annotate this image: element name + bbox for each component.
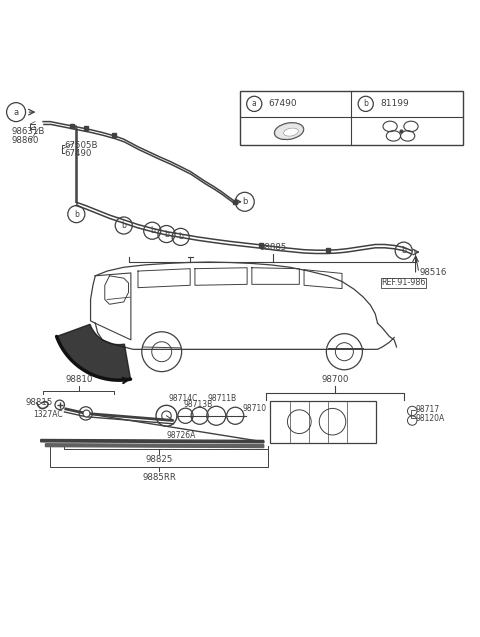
Text: 98825: 98825 — [145, 455, 173, 464]
Text: b: b — [242, 197, 247, 206]
Text: 98726A: 98726A — [166, 431, 195, 440]
Text: 1327AC: 1327AC — [34, 410, 63, 419]
Text: 98810: 98810 — [65, 375, 92, 384]
Text: 98710: 98710 — [242, 404, 266, 413]
Text: b: b — [164, 229, 169, 238]
Text: 67505B: 67505B — [64, 141, 98, 150]
Text: 98120A: 98120A — [416, 413, 445, 422]
Text: 98713B: 98713B — [184, 399, 213, 409]
Text: 98714C: 98714C — [168, 394, 198, 403]
Text: REF.91-986: REF.91-986 — [382, 278, 426, 287]
Text: 98711B: 98711B — [207, 394, 237, 403]
Text: b: b — [178, 233, 183, 241]
Text: a: a — [252, 99, 257, 108]
Text: b: b — [363, 99, 368, 108]
Polygon shape — [57, 324, 131, 380]
Text: b: b — [150, 226, 155, 235]
Text: 67490: 67490 — [64, 149, 92, 158]
Polygon shape — [41, 440, 264, 443]
Ellipse shape — [275, 123, 304, 140]
Text: a: a — [13, 108, 19, 117]
Text: 98516: 98516 — [420, 268, 447, 276]
Text: 98700: 98700 — [321, 375, 348, 385]
Text: 98717: 98717 — [416, 405, 440, 414]
Text: 98815: 98815 — [25, 399, 53, 408]
Ellipse shape — [284, 129, 298, 136]
Text: b: b — [121, 221, 126, 230]
Polygon shape — [46, 444, 264, 448]
Text: 98860: 98860 — [12, 136, 39, 145]
Text: b: b — [401, 246, 406, 255]
Text: 98885: 98885 — [260, 243, 287, 252]
Bar — [240, 90, 463, 145]
Text: b: b — [74, 210, 79, 218]
Text: 67490: 67490 — [268, 99, 297, 108]
Text: 98631B: 98631B — [12, 127, 45, 136]
Text: 9885RR: 9885RR — [143, 473, 176, 482]
Text: 81199: 81199 — [380, 99, 408, 108]
